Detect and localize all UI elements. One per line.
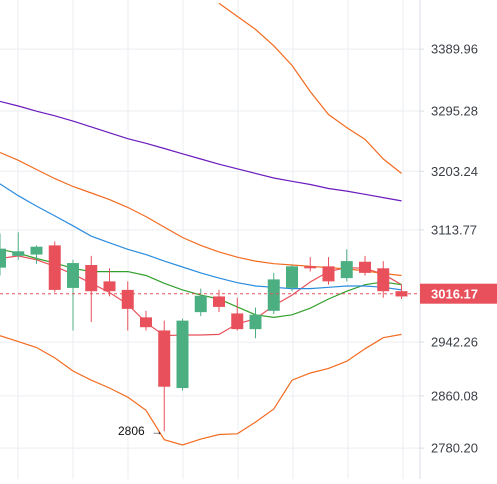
candle-body [286, 266, 298, 288]
candle-body [140, 317, 152, 328]
candle [395, 284, 408, 300]
candle [377, 261, 390, 298]
candle-body [67, 263, 79, 288]
candle [85, 255, 98, 322]
price-tick-label: 3389.96 [431, 42, 478, 57]
candle-body [267, 279, 280, 311]
grid [0, 0, 420, 479]
candle [121, 281, 134, 331]
candle-body [304, 266, 317, 269]
candle-body [194, 295, 207, 313]
candle-body [30, 246, 43, 255]
series-line-0 [0, 255, 402, 337]
candle-body [48, 245, 61, 290]
candle [12, 232, 25, 260]
candle [304, 257, 317, 272]
price-tick-label: 2860.08 [431, 388, 478, 403]
candle-body [340, 261, 353, 279]
price-tick-label: 3203.24 [431, 164, 478, 179]
candle [158, 320, 171, 432]
candle [231, 297, 244, 331]
low-marker-label: 2806 [118, 424, 145, 438]
candle-body [103, 281, 116, 292]
series-line-3 [0, 151, 402, 277]
candle [249, 307, 262, 339]
price-tick-label: 2942.26 [431, 335, 478, 350]
candle [194, 288, 207, 317]
price-axis: 3389.96 3295.28 3203.24 3113.77 2942.26 2860.… [420, 42, 478, 456]
candle [103, 268, 116, 297]
last-price-badge [420, 283, 497, 304]
candle-body [121, 289, 134, 309]
series-line-6 [0, 333, 402, 446]
last-price-label: 3016.17 [431, 287, 478, 302]
candles [0, 232, 408, 432]
candle [359, 255, 371, 276]
candle [322, 257, 335, 285]
candle-body [213, 296, 225, 307]
candle-body [359, 261, 371, 273]
candle-body [377, 268, 390, 292]
candle [267, 272, 280, 315]
candle-body [12, 251, 25, 256]
candle-body [249, 314, 262, 330]
candle [340, 249, 353, 282]
candle [67, 259, 79, 331]
candle [48, 241, 61, 293]
price-tick-label: 3113.77 [431, 222, 477, 237]
price-tick-label: 3295.28 [431, 104, 478, 119]
series-line-4 [0, 100, 402, 202]
candle [176, 318, 189, 391]
candle-body [158, 330, 171, 387]
indicator-lines [0, 2, 402, 446]
candle [0, 233, 6, 276]
series-line-2 [0, 183, 402, 291]
candle-body [176, 320, 189, 389]
candle-body [0, 248, 6, 268]
candle-body [322, 266, 335, 282]
candle-body [85, 265, 98, 292]
price-tick-label: 2780.20 [431, 441, 478, 456]
low-marker-arrow: → [151, 424, 163, 438]
candle [140, 310, 152, 331]
candle [30, 245, 43, 264]
candle-body [395, 291, 408, 297]
candle [286, 265, 298, 292]
candle-body [231, 313, 244, 330]
series-line-5 [218, 2, 402, 174]
